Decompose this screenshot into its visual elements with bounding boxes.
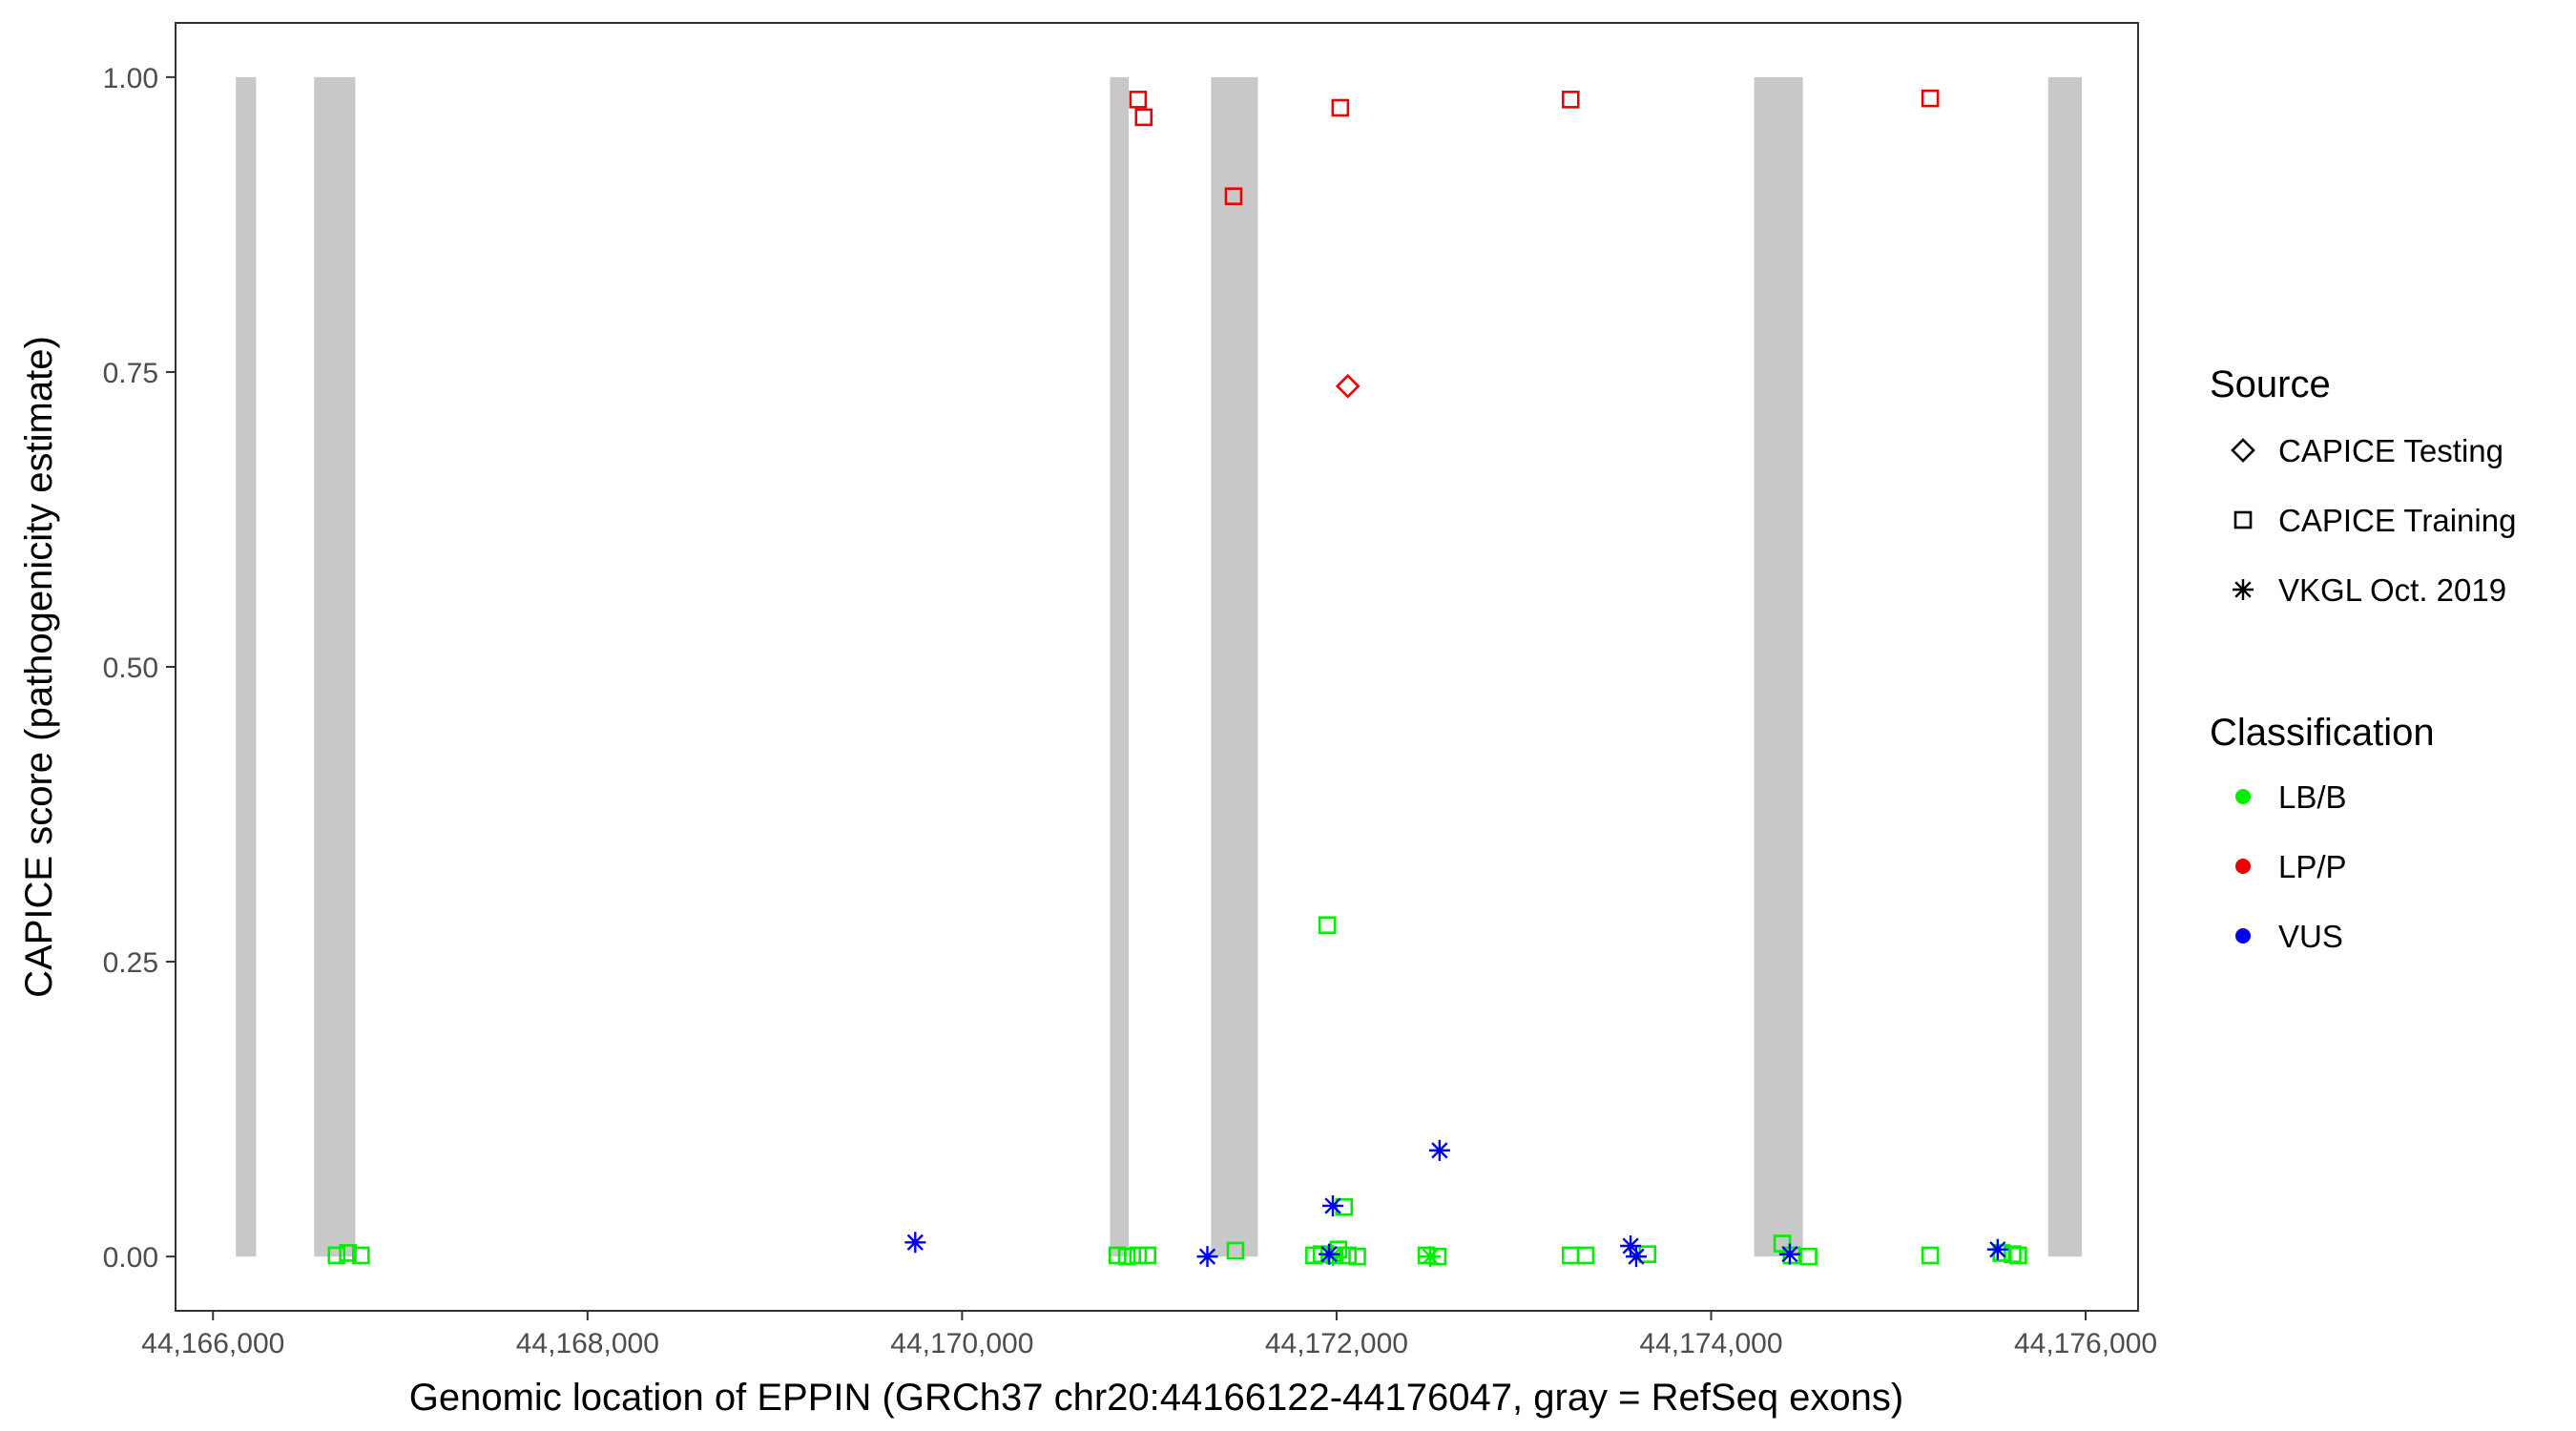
data-point <box>1620 1235 1642 1257</box>
exon-band <box>236 76 257 1257</box>
data-point <box>1224 187 1243 206</box>
legend-classification-key <box>2235 859 2251 874</box>
legend-classification: Classification LB/B LP/P VUS <box>2210 712 2435 954</box>
data-point <box>1921 1246 1940 1265</box>
exon-band <box>314 76 356 1257</box>
data-point <box>1108 1246 1127 1265</box>
data-point <box>1117 1247 1136 1266</box>
x-tick-label: 44,174,000 <box>1639 1328 1782 1359</box>
y-tick-label: 0.25 <box>103 947 158 979</box>
data-point <box>1138 1246 1156 1265</box>
data-point <box>1335 1197 1354 1216</box>
data-point <box>1417 1246 1436 1265</box>
data-point <box>1319 1243 1340 1265</box>
y-tick-label: 0.75 <box>103 358 158 389</box>
data-point <box>1576 1246 1595 1265</box>
data-point <box>1329 1240 1348 1259</box>
data-point <box>1129 91 1148 109</box>
legend-source-key <box>2233 579 2254 600</box>
legend-classification-title: Classification <box>2210 712 2435 754</box>
legend-source-key <box>2233 510 2253 529</box>
x-tick-label: 44,172,000 <box>1265 1328 1408 1359</box>
exon-band <box>1110 76 1130 1257</box>
data-point <box>2009 1246 2027 1265</box>
legend-classification-label: LB/B <box>2278 779 2347 815</box>
data-point <box>1226 1241 1245 1260</box>
legend-source-label: CAPICE Testing <box>2278 433 2503 468</box>
y-tick-label: 0.50 <box>103 653 158 684</box>
y-axis-title: CAPICE score (pathogenicity estimate) <box>18 336 60 998</box>
exon-band <box>1211 76 1258 1257</box>
data-point <box>1799 1247 1818 1266</box>
x-tick-label: 44,176,000 <box>2014 1328 2157 1359</box>
legend-classification-label: VUS <box>2278 919 2343 954</box>
data-point <box>1348 1247 1366 1266</box>
data-point <box>1335 373 1361 399</box>
data-point <box>1773 1234 1792 1253</box>
x-axis: 44,166,000 44,168,000 44,170,000 44,172,000… <box>141 1311 2157 1359</box>
data-point <box>339 1244 357 1262</box>
data-point <box>1318 916 1337 935</box>
x-axis-title: Genomic location of EPPIN (GRCh37 chr20:… <box>409 1377 1903 1419</box>
y-axis: 0.00 0.25 0.50 0.75 1.00 <box>103 63 176 1274</box>
point-layer <box>327 89 2027 1268</box>
data-point <box>1625 1246 1647 1268</box>
data-point <box>1428 1139 1450 1161</box>
legend-classification-key <box>2235 928 2251 944</box>
x-tick-label: 44,170,000 <box>890 1328 1033 1359</box>
exon-band <box>1754 76 1803 1257</box>
data-point <box>904 1232 926 1254</box>
data-point <box>352 1246 370 1265</box>
data-point <box>1129 1246 1148 1265</box>
legend-source-title: Source <box>2210 363 2331 405</box>
data-point <box>1921 89 1940 108</box>
data-point <box>1782 1246 1801 1265</box>
legend-classification-key <box>2235 789 2251 804</box>
data-point <box>1134 108 1153 127</box>
data-point <box>1420 1246 1442 1268</box>
y-tick-label: 1.00 <box>103 63 158 94</box>
exon-layer <box>236 76 2083 1257</box>
exon-band <box>2047 76 2083 1257</box>
data-point <box>327 1246 346 1265</box>
x-tick-label: 44,168,000 <box>516 1328 659 1359</box>
data-point <box>1561 91 1580 109</box>
data-point <box>1986 1238 2008 1260</box>
data-point <box>1778 1243 1800 1265</box>
data-point <box>1331 98 1350 117</box>
y-tick-label: 0.00 <box>103 1242 158 1274</box>
legend-source: Source CAPICE Testing CAPICE Training VKGL… <box>2210 363 2516 608</box>
x-tick-label: 44,166,000 <box>141 1328 284 1359</box>
data-point <box>1196 1246 1218 1268</box>
data-point <box>1322 1244 1343 1266</box>
data-point <box>1322 1194 1343 1216</box>
legend-source-label: CAPICE Training <box>2278 503 2516 538</box>
legend-source-label: VKGL Oct. 2019 <box>2278 572 2506 608</box>
legend-source-key <box>2231 438 2255 463</box>
legend-classification-label: LP/P <box>2278 849 2347 884</box>
